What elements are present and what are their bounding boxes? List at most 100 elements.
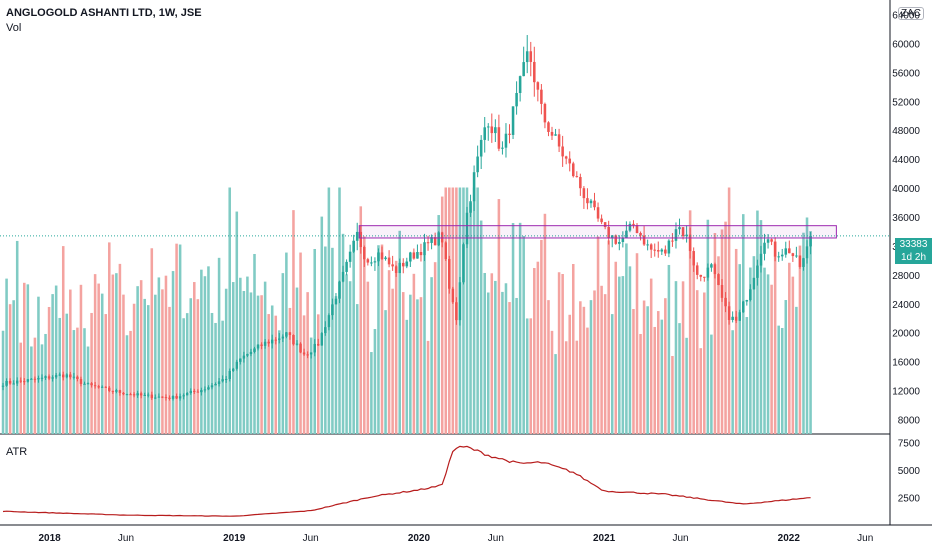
candle-body bbox=[596, 207, 600, 219]
volume-bar bbox=[703, 292, 706, 434]
candle-body bbox=[529, 51, 533, 62]
volume-bar bbox=[671, 355, 674, 434]
volume-bar bbox=[571, 263, 575, 434]
volume-bar bbox=[416, 299, 419, 434]
candle-body bbox=[462, 244, 465, 283]
volume-bar bbox=[706, 219, 710, 434]
volume-bar bbox=[734, 248, 738, 434]
volume-bar bbox=[738, 264, 742, 434]
volume-bar bbox=[529, 318, 533, 434]
volume-bar bbox=[235, 211, 239, 434]
candle-body bbox=[398, 262, 401, 273]
volume-bar bbox=[278, 330, 281, 434]
volume-bar bbox=[23, 282, 26, 434]
candle-body bbox=[568, 158, 571, 164]
candle-body bbox=[154, 397, 157, 399]
volume-bar bbox=[8, 304, 12, 434]
volume-bar bbox=[770, 284, 773, 434]
candle-body bbox=[607, 227, 610, 239]
volume-bar bbox=[185, 313, 189, 434]
candle-body bbox=[26, 379, 30, 382]
candle-body bbox=[805, 246, 809, 259]
volume-bar bbox=[632, 309, 635, 434]
volume-bar bbox=[486, 292, 490, 434]
candle-body bbox=[745, 300, 749, 302]
volume-bar bbox=[628, 266, 632, 434]
candle-body bbox=[501, 147, 504, 149]
candle-body bbox=[281, 336, 285, 339]
atr-tick-label: 5000 bbox=[898, 466, 921, 477]
candle-body bbox=[331, 304, 334, 316]
volume-bar bbox=[61, 246, 65, 434]
candle-body bbox=[118, 390, 122, 393]
currency-button[interactable]: ZAC bbox=[898, 7, 924, 20]
candle-body bbox=[65, 374, 69, 378]
volume-bar bbox=[596, 236, 600, 434]
candle-body bbox=[660, 249, 664, 252]
volume-bar bbox=[44, 333, 47, 434]
candle-body bbox=[653, 249, 656, 251]
candle-body bbox=[359, 231, 363, 248]
candle-body bbox=[525, 51, 529, 63]
volume-bar bbox=[30, 346, 33, 434]
volume-bar bbox=[189, 298, 193, 434]
candle-body bbox=[352, 240, 355, 252]
volume-bar bbox=[543, 213, 547, 434]
atr-legend: ATR bbox=[6, 446, 28, 458]
candle-body bbox=[518, 76, 522, 93]
volume-bar bbox=[377, 245, 380, 434]
candle-body bbox=[51, 377, 54, 379]
candle-body bbox=[614, 235, 618, 244]
candle-body bbox=[476, 156, 479, 173]
candle-body bbox=[58, 374, 61, 376]
candle-body bbox=[695, 265, 699, 275]
time-tick-label: Jun bbox=[303, 533, 319, 544]
resistance-zone-box bbox=[358, 225, 837, 239]
candle-body bbox=[139, 393, 143, 396]
candle-body bbox=[23, 381, 26, 383]
volume-bar bbox=[656, 311, 660, 434]
volume-bar bbox=[444, 187, 448, 434]
candle-body bbox=[348, 251, 352, 262]
volume-bar bbox=[756, 210, 759, 434]
candle-body bbox=[763, 242, 766, 254]
volume-bar bbox=[476, 187, 479, 434]
candle-body bbox=[97, 386, 100, 388]
candle-body bbox=[504, 133, 508, 148]
volume-bar bbox=[5, 278, 8, 434]
volume-bar bbox=[12, 300, 15, 434]
candle-body bbox=[791, 253, 795, 257]
volume-bar bbox=[802, 232, 805, 434]
volume-bar bbox=[175, 243, 178, 434]
candle-body bbox=[373, 261, 377, 263]
volume-bar bbox=[412, 273, 416, 434]
volume-bar bbox=[37, 296, 40, 434]
volume-bar bbox=[635, 253, 639, 434]
candle-body bbox=[543, 103, 547, 123]
candle-body bbox=[267, 341, 270, 344]
price-tick-label: 44000 bbox=[892, 155, 920, 166]
time-tick-label: Jun bbox=[118, 533, 134, 544]
candle-body bbox=[720, 285, 724, 298]
volume-bar bbox=[309, 337, 313, 434]
volume-bar bbox=[398, 230, 401, 434]
volume-bar bbox=[401, 292, 405, 434]
volume-bar bbox=[320, 216, 324, 434]
candle-body bbox=[157, 396, 161, 398]
candle-body bbox=[465, 212, 469, 245]
candle-body bbox=[448, 259, 451, 289]
candle-body bbox=[586, 198, 589, 204]
candle-body bbox=[688, 234, 692, 252]
candle-body bbox=[756, 265, 759, 278]
candle-body bbox=[33, 378, 37, 380]
volume-bar bbox=[649, 278, 653, 434]
volume-bar bbox=[437, 215, 440, 434]
volume-bar bbox=[717, 256, 720, 434]
volume-bar bbox=[285, 252, 288, 434]
candle-body bbox=[146, 394, 150, 396]
candle-body bbox=[430, 237, 433, 243]
volume-bar bbox=[26, 284, 30, 434]
candle-body bbox=[795, 255, 798, 257]
candle-body bbox=[692, 251, 695, 266]
